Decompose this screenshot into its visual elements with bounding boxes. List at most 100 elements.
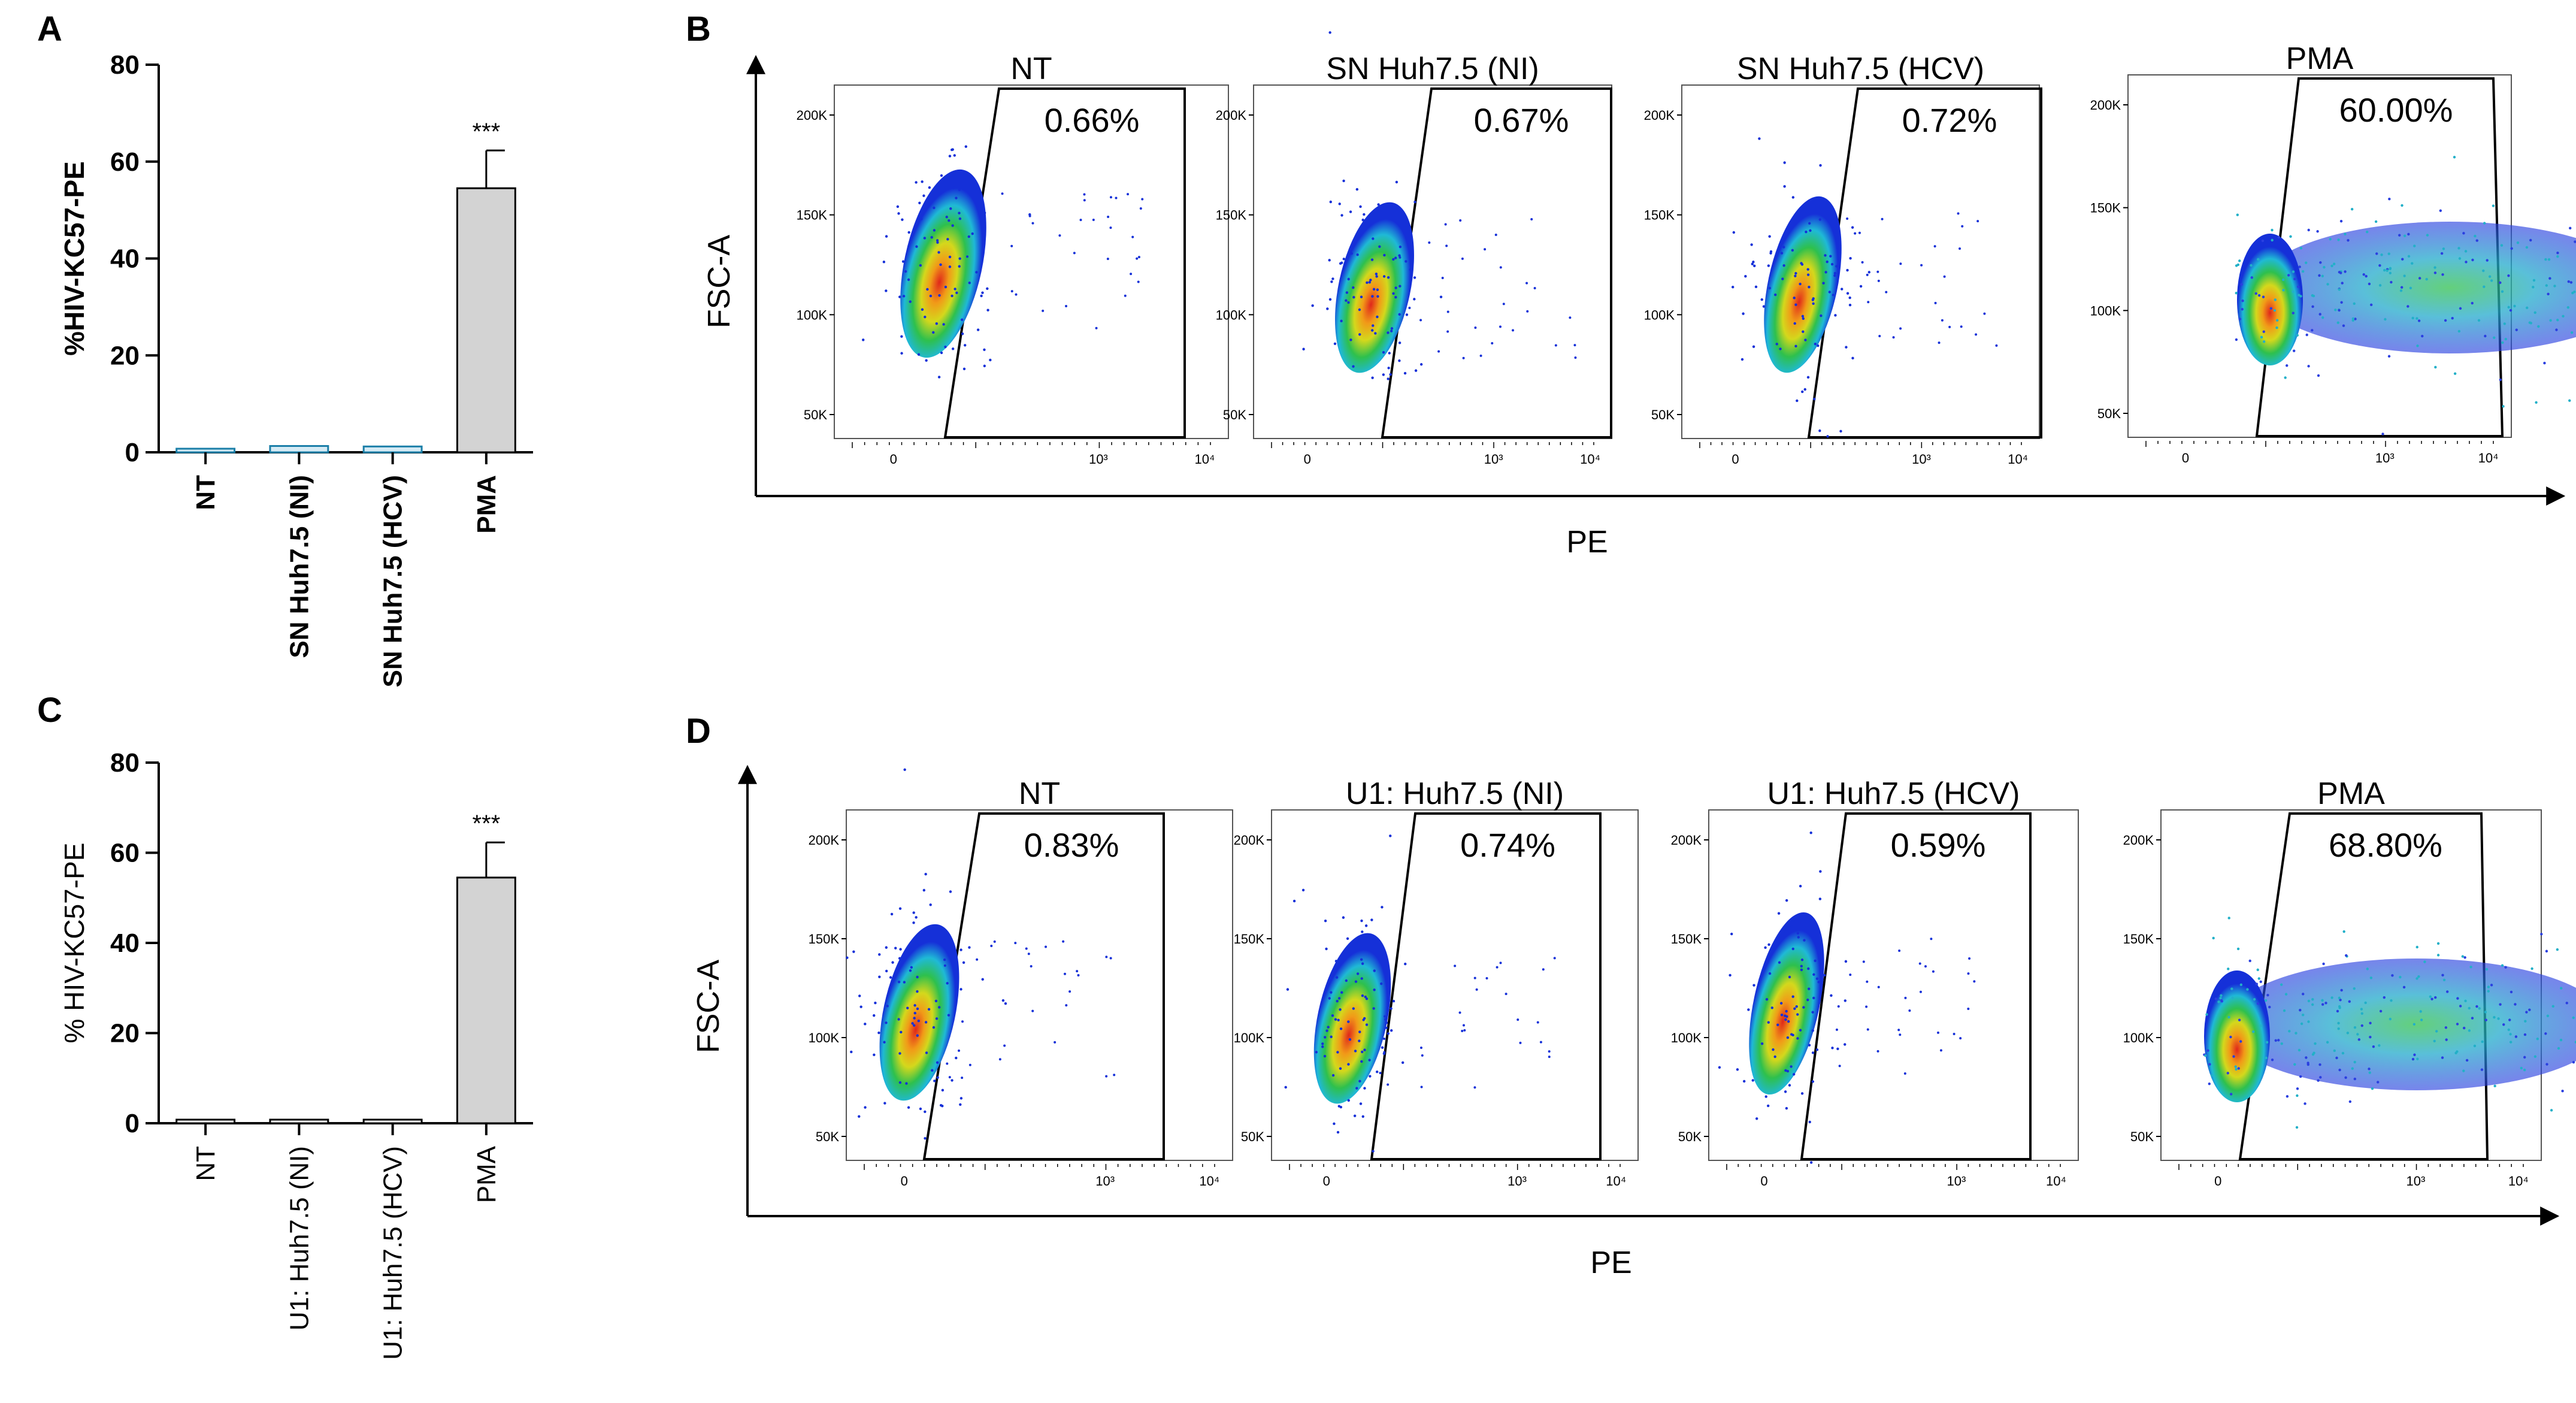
cell-dot (1105, 956, 1108, 958)
cell-dot (1892, 336, 1895, 339)
cell-dot (1809, 229, 1812, 232)
cell-dot (1361, 930, 1364, 933)
cell-dot (1390, 329, 1393, 332)
flow-y-tick-label: 200K (1644, 108, 1675, 123)
cell-dot (2296, 1094, 2299, 1097)
cell-dot (2493, 1084, 2496, 1088)
cell-dot (2362, 273, 2365, 276)
flow-y-tick-label: 50K (2130, 1129, 2154, 1144)
cell-dot (2368, 1068, 2371, 1071)
flow-y-tick-label: 100K (1234, 1030, 1265, 1045)
cell-dot (1390, 205, 1393, 209)
cell-dot (2298, 265, 2301, 268)
cell-dot (2411, 1057, 2415, 1061)
cell-dot (961, 1020, 964, 1023)
cell-dot (2520, 1066, 2523, 1070)
cell-dot (2295, 1126, 2299, 1129)
cell-dot (2399, 289, 2403, 292)
cell-dot (1107, 215, 1110, 218)
cell-dot (1413, 276, 1416, 279)
cell-dot (1109, 226, 1112, 229)
cell-dot (1833, 271, 1837, 275)
cell-dot (1475, 988, 1478, 991)
cell-dot (1437, 350, 1440, 353)
cell-dot (2565, 1002, 2568, 1005)
cell-dot (1973, 980, 1976, 983)
flow-y-tick-label: 50K (1223, 407, 1246, 422)
cell-dot (2510, 247, 2513, 250)
cell-cluster (2237, 234, 2303, 365)
cell-dot (2338, 996, 2341, 1000)
cell-dot (2369, 303, 2373, 307)
cell-dot (1814, 342, 1817, 346)
cell-dot (941, 1104, 944, 1108)
cell-dot (952, 186, 955, 189)
cell-dot (903, 981, 906, 984)
cell-dot (896, 205, 900, 208)
x-category-label: SN Huh7.5 (NI) (284, 475, 314, 658)
cell-dot (2292, 290, 2295, 294)
cell-dot (1381, 906, 1384, 909)
cell-dot (966, 255, 969, 258)
cell-dot (2311, 294, 2314, 297)
cell-dot (2259, 980, 2262, 984)
cell-dot (1356, 972, 1360, 975)
cell-dot (2318, 1063, 2321, 1066)
cell-dot (2322, 962, 2325, 966)
cell-dot (1409, 268, 1412, 271)
cell-dot (2493, 1016, 2496, 1019)
cell-dot (2439, 209, 2442, 212)
cell-dot (2499, 281, 2502, 285)
cell-dot (1806, 273, 1810, 276)
cell-dot (933, 1080, 936, 1083)
cell-dot (2413, 244, 2416, 247)
flow-y-tick-label: 100K (809, 1030, 840, 1045)
cell-dot (1932, 970, 1935, 973)
cell-dot (1808, 1120, 1811, 1124)
cell-dot (939, 263, 942, 266)
flow-x-tick-label: 10³ (1947, 1174, 1966, 1189)
cell-dot (2311, 1003, 2314, 1006)
gate-percent: 0.74% (1460, 826, 1555, 864)
cell-dot (1338, 202, 1341, 205)
cell-dot (1387, 1083, 1390, 1086)
cell-dot (2426, 234, 2429, 237)
cell-dot (1934, 301, 1937, 304)
cell-dot (1830, 262, 1834, 266)
cell-dot (1752, 345, 1755, 348)
cell-dot (1811, 1080, 1815, 1083)
cell-dot (2375, 252, 2378, 255)
cell-dot (1499, 325, 1502, 328)
cell-dot (1336, 1051, 1339, 1054)
cell-dot (1387, 367, 1390, 370)
x-category-label: NT (191, 475, 220, 510)
cell-dot (2301, 270, 2305, 273)
flow-y-tick-label: 100K (1216, 307, 1247, 322)
cell-dot (2368, 282, 2371, 286)
cell-dot (1336, 1000, 1339, 1003)
flow-panel-b: FSC-A PE 50K 100K 150K 200K 0 10³ 10⁴ NT 0.66% 50… (702, 31, 2576, 560)
cell-dot (1346, 937, 1349, 941)
cell-dot (1389, 834, 1392, 837)
cell-dot (2318, 313, 2321, 316)
cell-dot (1820, 314, 1823, 318)
y-axis-title: % HIV-KC57-PE (59, 843, 90, 1044)
cell-dot (2567, 280, 2570, 283)
cell-dot (898, 1081, 902, 1084)
cell-dot (2412, 1023, 2416, 1026)
cell-dot (2351, 1067, 2354, 1070)
bar (362, 1118, 423, 1124)
cell-dot (1797, 936, 1800, 939)
cell-dot (960, 318, 964, 321)
flow-x-tick-label: 0 (2182, 450, 2189, 465)
cell-dot (1499, 266, 1502, 269)
cell-dot (2261, 239, 2265, 243)
cell-dot (921, 180, 924, 183)
cell-dot (1401, 1061, 1404, 1065)
cell-dot (1936, 1031, 1939, 1034)
cell-dot (905, 1082, 908, 1085)
cell-dot (1398, 313, 1401, 316)
cell-dot (947, 1014, 951, 1017)
cell-dot (2380, 253, 2383, 256)
cell-dot (2299, 1009, 2302, 1012)
